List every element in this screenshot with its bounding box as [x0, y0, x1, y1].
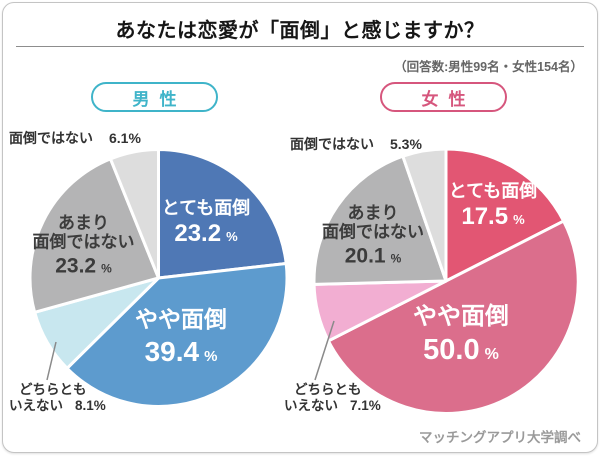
slice-label-text: あまり [58, 213, 109, 233]
percent-sign: % [204, 347, 218, 365]
slice-label-value: 23.2% [55, 254, 112, 278]
pie-slice-male-3 [28, 157, 160, 314]
slice-label-value: 23.2% [174, 220, 238, 248]
slice-label-value: 17.5% [461, 203, 525, 231]
slice-label-text: 面倒ではない [322, 222, 424, 242]
pie-slice-male-0 [157, 148, 288, 280]
slice-label-male-0: とても面倒 23.2% [162, 198, 251, 248]
label-male-not-troublesome: 面倒ではない 6.1% [9, 130, 141, 146]
slice-label-text: とても面倒 [448, 180, 538, 201]
pie-slice-female-1 [326, 219, 580, 415]
pie-slice-male-1 [65, 262, 289, 408]
respondents-note: （回答数:男性99名・女性154名） [394, 60, 583, 74]
slice-label-text: 面倒ではない [32, 232, 135, 252]
page-title: あなたは恋愛が「面倒」と感じますか？ [115, 20, 485, 42]
label-female-not-troublesome: 面倒ではない 5.3% [290, 136, 422, 152]
percent-sign: % [390, 251, 402, 266]
percent-sign: % [101, 261, 112, 276]
leader-line-male [46, 341, 57, 381]
pie-slice-male-4 [108, 148, 160, 280]
pie-slice-female-0 [444, 147, 566, 283]
label-female-neither: どちらとも いえない 7.1% [284, 382, 381, 413]
slice-label-male-3: あまり 面倒ではない 23.2% [33, 214, 135, 279]
title-divider [16, 46, 584, 47]
pie-charts-svg [28, 147, 580, 415]
male-group-badge-label: 男性 [132, 89, 187, 109]
leader-line-female [314, 320, 335, 381]
slice-label-male-1: やや面倒 39.4% [135, 305, 227, 367]
slice-label-female-3: あまり 面倒ではない 20.1% [322, 204, 424, 269]
slice-label-text: とても面倒 [161, 197, 251, 218]
slice-label-value: 39.4% [144, 335, 218, 367]
source-credit: マッチングアプリ大学調べ [419, 430, 581, 445]
label-male-neither: どちらとも いえない 8.1% [9, 382, 106, 413]
slice-label-female-0: とても面倒 17.5% [449, 181, 538, 231]
slice-label-female-1: やや面倒 50.0% [413, 302, 509, 366]
percent-sign: % [484, 345, 499, 363]
female-group-badge-label: 女性 [421, 89, 476, 109]
slice-label-text: やや面倒 [413, 302, 509, 330]
percent-sign: % [513, 212, 525, 228]
slice-label-text: やや面倒 [135, 305, 227, 332]
pie-slice-female-4 [401, 147, 448, 283]
slice-label-text: あまり [347, 203, 399, 223]
slice-label-value: 50.0% [423, 333, 499, 366]
male-group-badge: 男性 [91, 82, 218, 112]
percent-sign: % [226, 229, 238, 245]
slice-label-value: 20.1% [344, 244, 402, 268]
female-group-badge: 女性 [380, 82, 507, 112]
